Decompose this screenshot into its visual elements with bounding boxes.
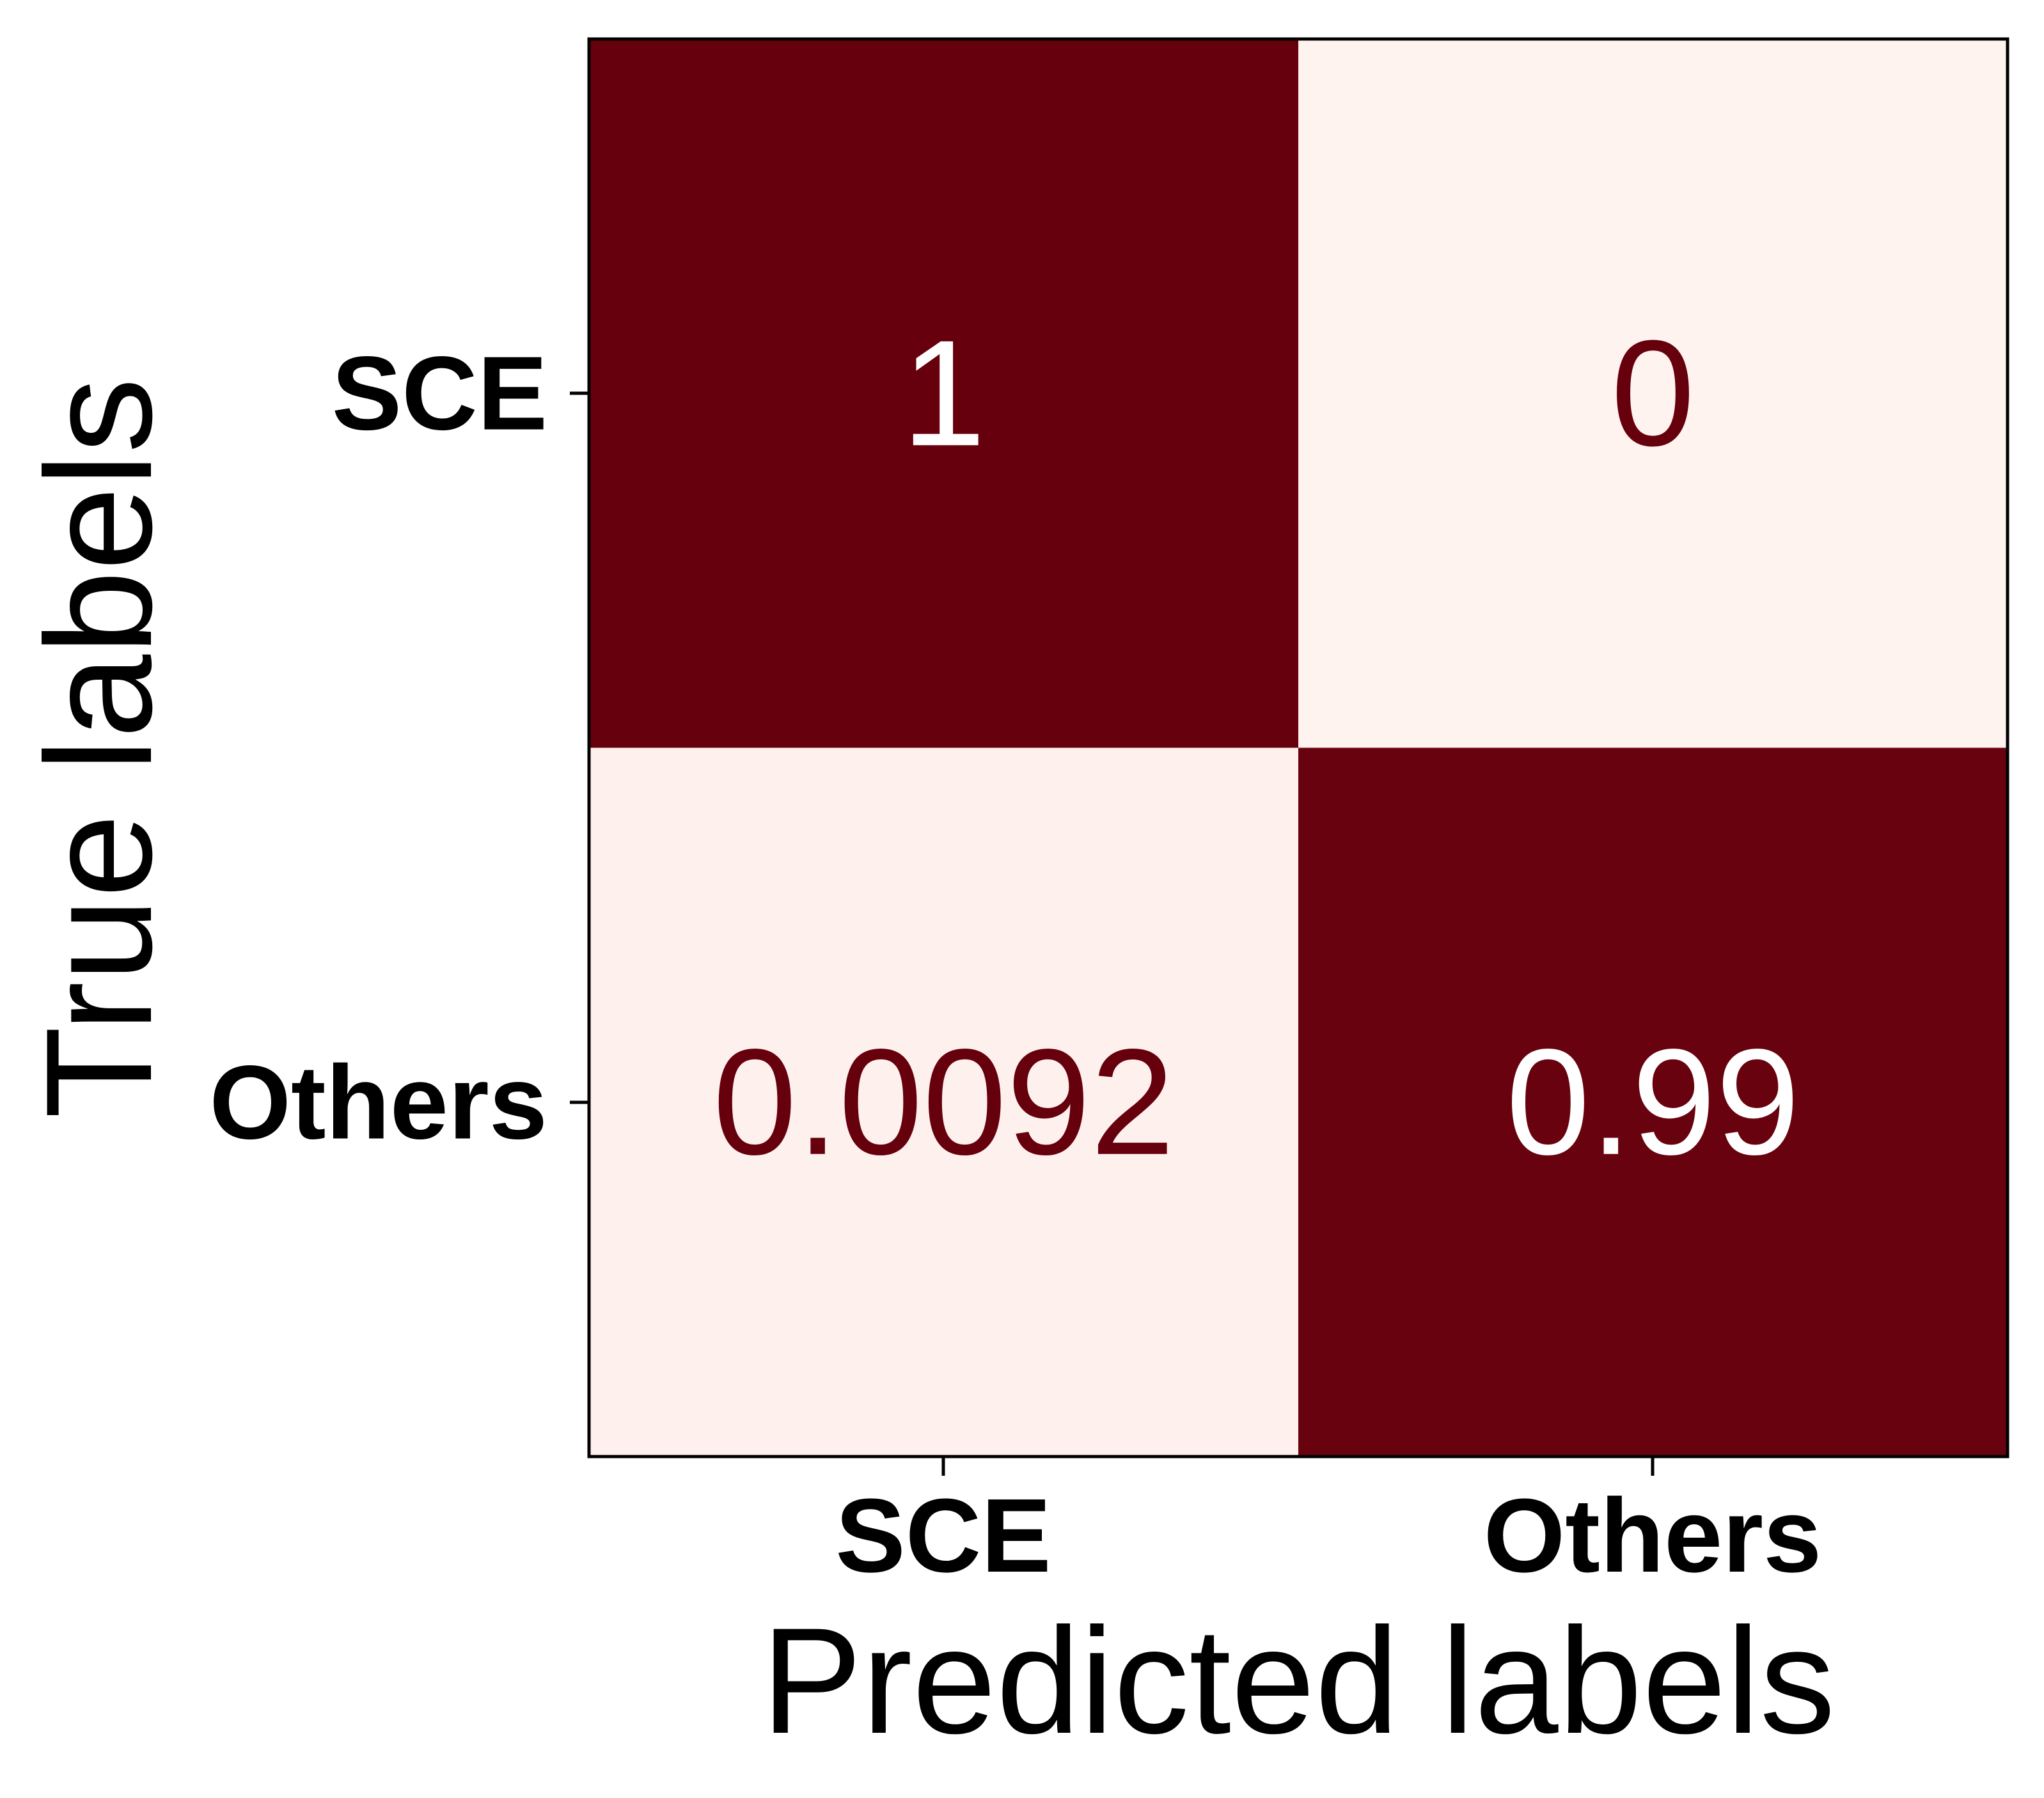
y-axis: SCE Others True labels (15, 335, 589, 1161)
plot-frame (587, 37, 2009, 1458)
x-axis: SCE Others Predicted labels (761, 1457, 1836, 1765)
x-tick-label-sce: SCE (835, 1477, 1051, 1594)
x-axis-title: Predicted labels (761, 1597, 1835, 1765)
cell-others-others (1298, 747, 2008, 1457)
cell-sce-others (1298, 39, 2008, 748)
cell-value-labels: 1 0 0.0092 0.99 (713, 309, 1800, 1187)
y-tick-label-others: Others (209, 1044, 547, 1161)
cell-others-sce (589, 747, 1298, 1457)
y-axis-title: True labels (15, 378, 184, 1119)
heatmap-cells (589, 39, 2008, 1457)
y-tick-label-sce: SCE (332, 335, 547, 452)
cell-value-sce-sce: 1 (902, 309, 986, 478)
x-tick-label-others: Others (1484, 1477, 1822, 1594)
cell-value-others-others: 0.99 (1506, 1018, 1800, 1187)
cell-value-sce-others: 0 (1611, 309, 1695, 478)
cell-sce-sce (589, 39, 1298, 748)
cell-value-others-sce: 0.0092 (713, 1018, 1175, 1187)
